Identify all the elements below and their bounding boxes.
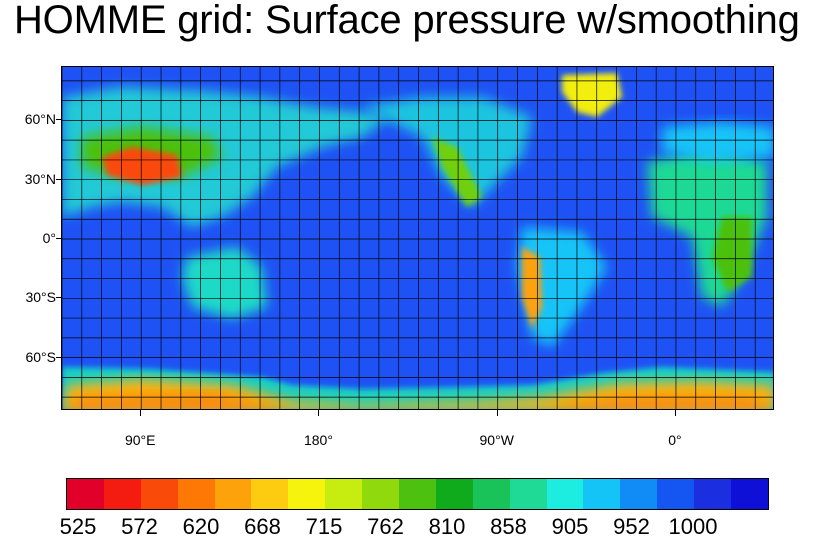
colorbar-cell — [140, 479, 178, 509]
colorbar-cell — [694, 479, 732, 509]
rockies-field — [432, 137, 482, 207]
lon-label-90w: 90°W — [479, 432, 514, 448]
lon-label-0: 0° — [668, 432, 682, 448]
colorbar-cell — [731, 479, 768, 509]
east-africa-field — [712, 217, 752, 292]
australia-field — [182, 247, 267, 319]
lon-tick — [318, 410, 320, 416]
lon-tick — [674, 410, 676, 416]
lat-label-30s: 30°S — [25, 289, 56, 306]
colorbar-label: 762 — [367, 514, 404, 539]
colorbar-label: 620 — [182, 514, 220, 539]
colorbar-cell — [472, 479, 510, 509]
lat-label-0: 0° — [42, 230, 56, 246]
colorbar-cell — [583, 479, 621, 509]
lon-tick — [496, 410, 498, 416]
colorbar-label: 952 — [613, 514, 650, 539]
lat-label-60n: 60°N — [24, 111, 56, 128]
colorbar-label: 858 — [490, 514, 527, 539]
colorbar-label: 905 — [551, 514, 589, 539]
map-panel — [61, 66, 774, 410]
colorbar-label: 1000 — [668, 514, 718, 539]
colorbar-cell — [325, 479, 363, 509]
lon-label-90e: 90°E — [124, 432, 156, 448]
colorbar-cell — [177, 479, 215, 509]
colorbar-cell — [620, 479, 658, 509]
colorbar-label: 668 — [244, 514, 281, 539]
lat-tick — [56, 238, 61, 239]
plot-title: HOMME grid: Surface pressure w/smoothing — [14, 0, 800, 42]
colorbar-cell — [288, 479, 326, 509]
colorbar-cell — [67, 479, 104, 509]
lat-tick — [56, 297, 61, 299]
colorbar-label: 715 — [305, 514, 343, 539]
lat-tick — [56, 119, 61, 121]
colorbar-label: 572 — [121, 514, 158, 539]
asia-field — [62, 87, 392, 227]
colorbar-cell — [399, 479, 436, 509]
tibet-field — [102, 147, 182, 185]
colorbar-cell — [362, 479, 400, 509]
map-canvas — [62, 67, 773, 409]
graticule — [62, 67, 773, 409]
colorbar-cell — [546, 479, 584, 509]
colorbar-cell — [435, 479, 473, 509]
lat-tick — [56, 356, 61, 358]
colorbar-label: 525 — [59, 514, 97, 539]
colorbar-label: 810 — [428, 514, 466, 539]
land-pressure-field — [62, 73, 773, 409]
colorbar-cell — [657, 479, 695, 509]
lat-tick — [56, 178, 61, 180]
lat-label-60s: 60°S — [25, 348, 56, 365]
lat-label-30n: 30°N — [24, 170, 56, 187]
lon-tick — [140, 410, 142, 416]
antarctica-core-field — [64, 393, 772, 409]
colorbar-cell — [103, 479, 141, 509]
europe-field — [662, 122, 773, 162]
colorbar-cell — [251, 479, 289, 509]
lon-label-180: 180° — [303, 432, 333, 448]
colorbar-cell — [214, 479, 252, 509]
colorbar-cell — [509, 479, 547, 509]
colorbar — [66, 478, 769, 510]
